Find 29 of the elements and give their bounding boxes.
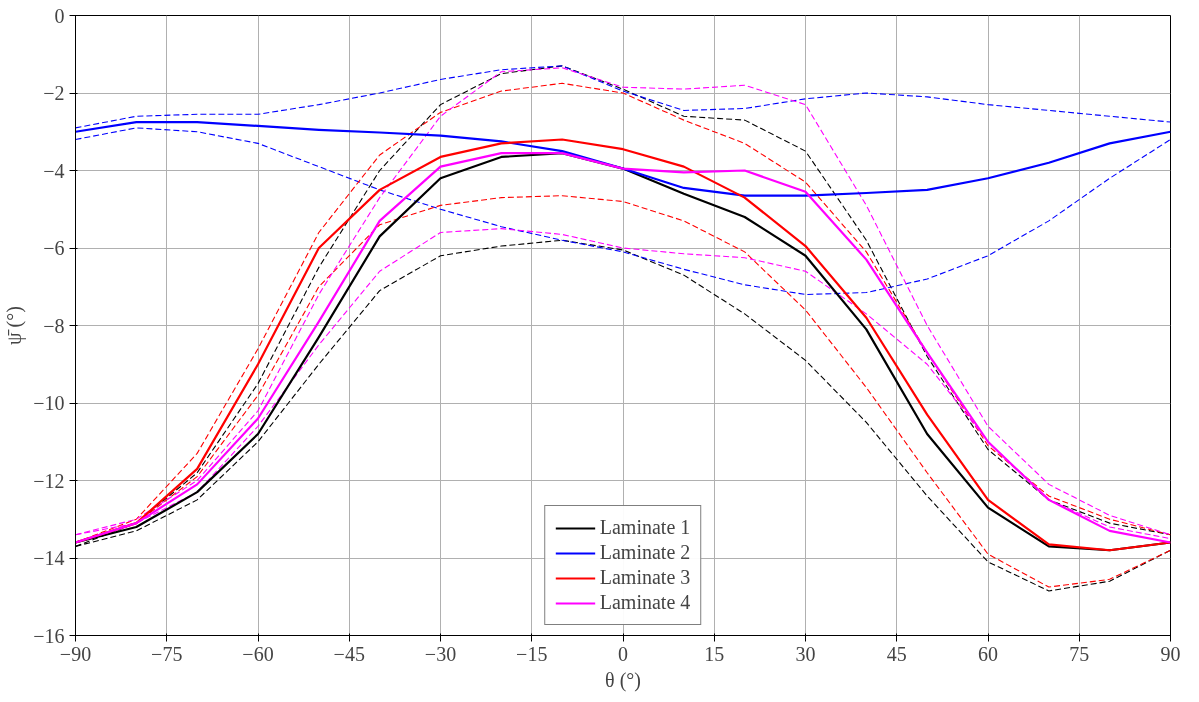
legend-label: Laminate 3 [599,566,691,589]
legend-label: Laminate 1 [599,516,691,539]
x-axis-title: θ (°) [605,668,641,692]
y-tick-label: −2 [43,82,65,104]
line-series [75,120,1171,197]
x-tick-label: 90 [1160,642,1181,665]
line-series [75,65,1171,129]
y-tick-label: −8 [43,314,65,337]
x-tick-label: 60 [978,642,998,665]
x-tick-label: 75 [1069,642,1090,665]
x-tick-label: −30 [424,642,457,665]
x-tick-label: 0 [618,642,628,665]
y-tick-label: 0 [54,4,65,27]
y-tick-label: −12 [33,469,65,492]
x-tick-label: −60 [242,642,274,665]
x-tick-label: −75 [151,642,183,665]
line-series [75,127,1171,296]
y-axis-title: ψ̄ (°) [3,306,27,345]
x-tick-label: 45 [886,642,907,665]
y-tick-label: −14 [33,547,65,569]
x-tick-label: −15 [516,642,548,665]
y-tick-label: −10 [33,392,65,414]
legend-label: Laminate 2 [599,541,691,564]
x-tick-label: 15 [704,642,725,665]
x-tick-label: 30 [795,642,816,665]
x-tick-label: −45 [333,642,365,665]
y-tick-label: −4 [43,159,65,182]
y-tick-label: −6 [43,237,65,259]
legend-label: Laminate 4 [599,591,691,614]
